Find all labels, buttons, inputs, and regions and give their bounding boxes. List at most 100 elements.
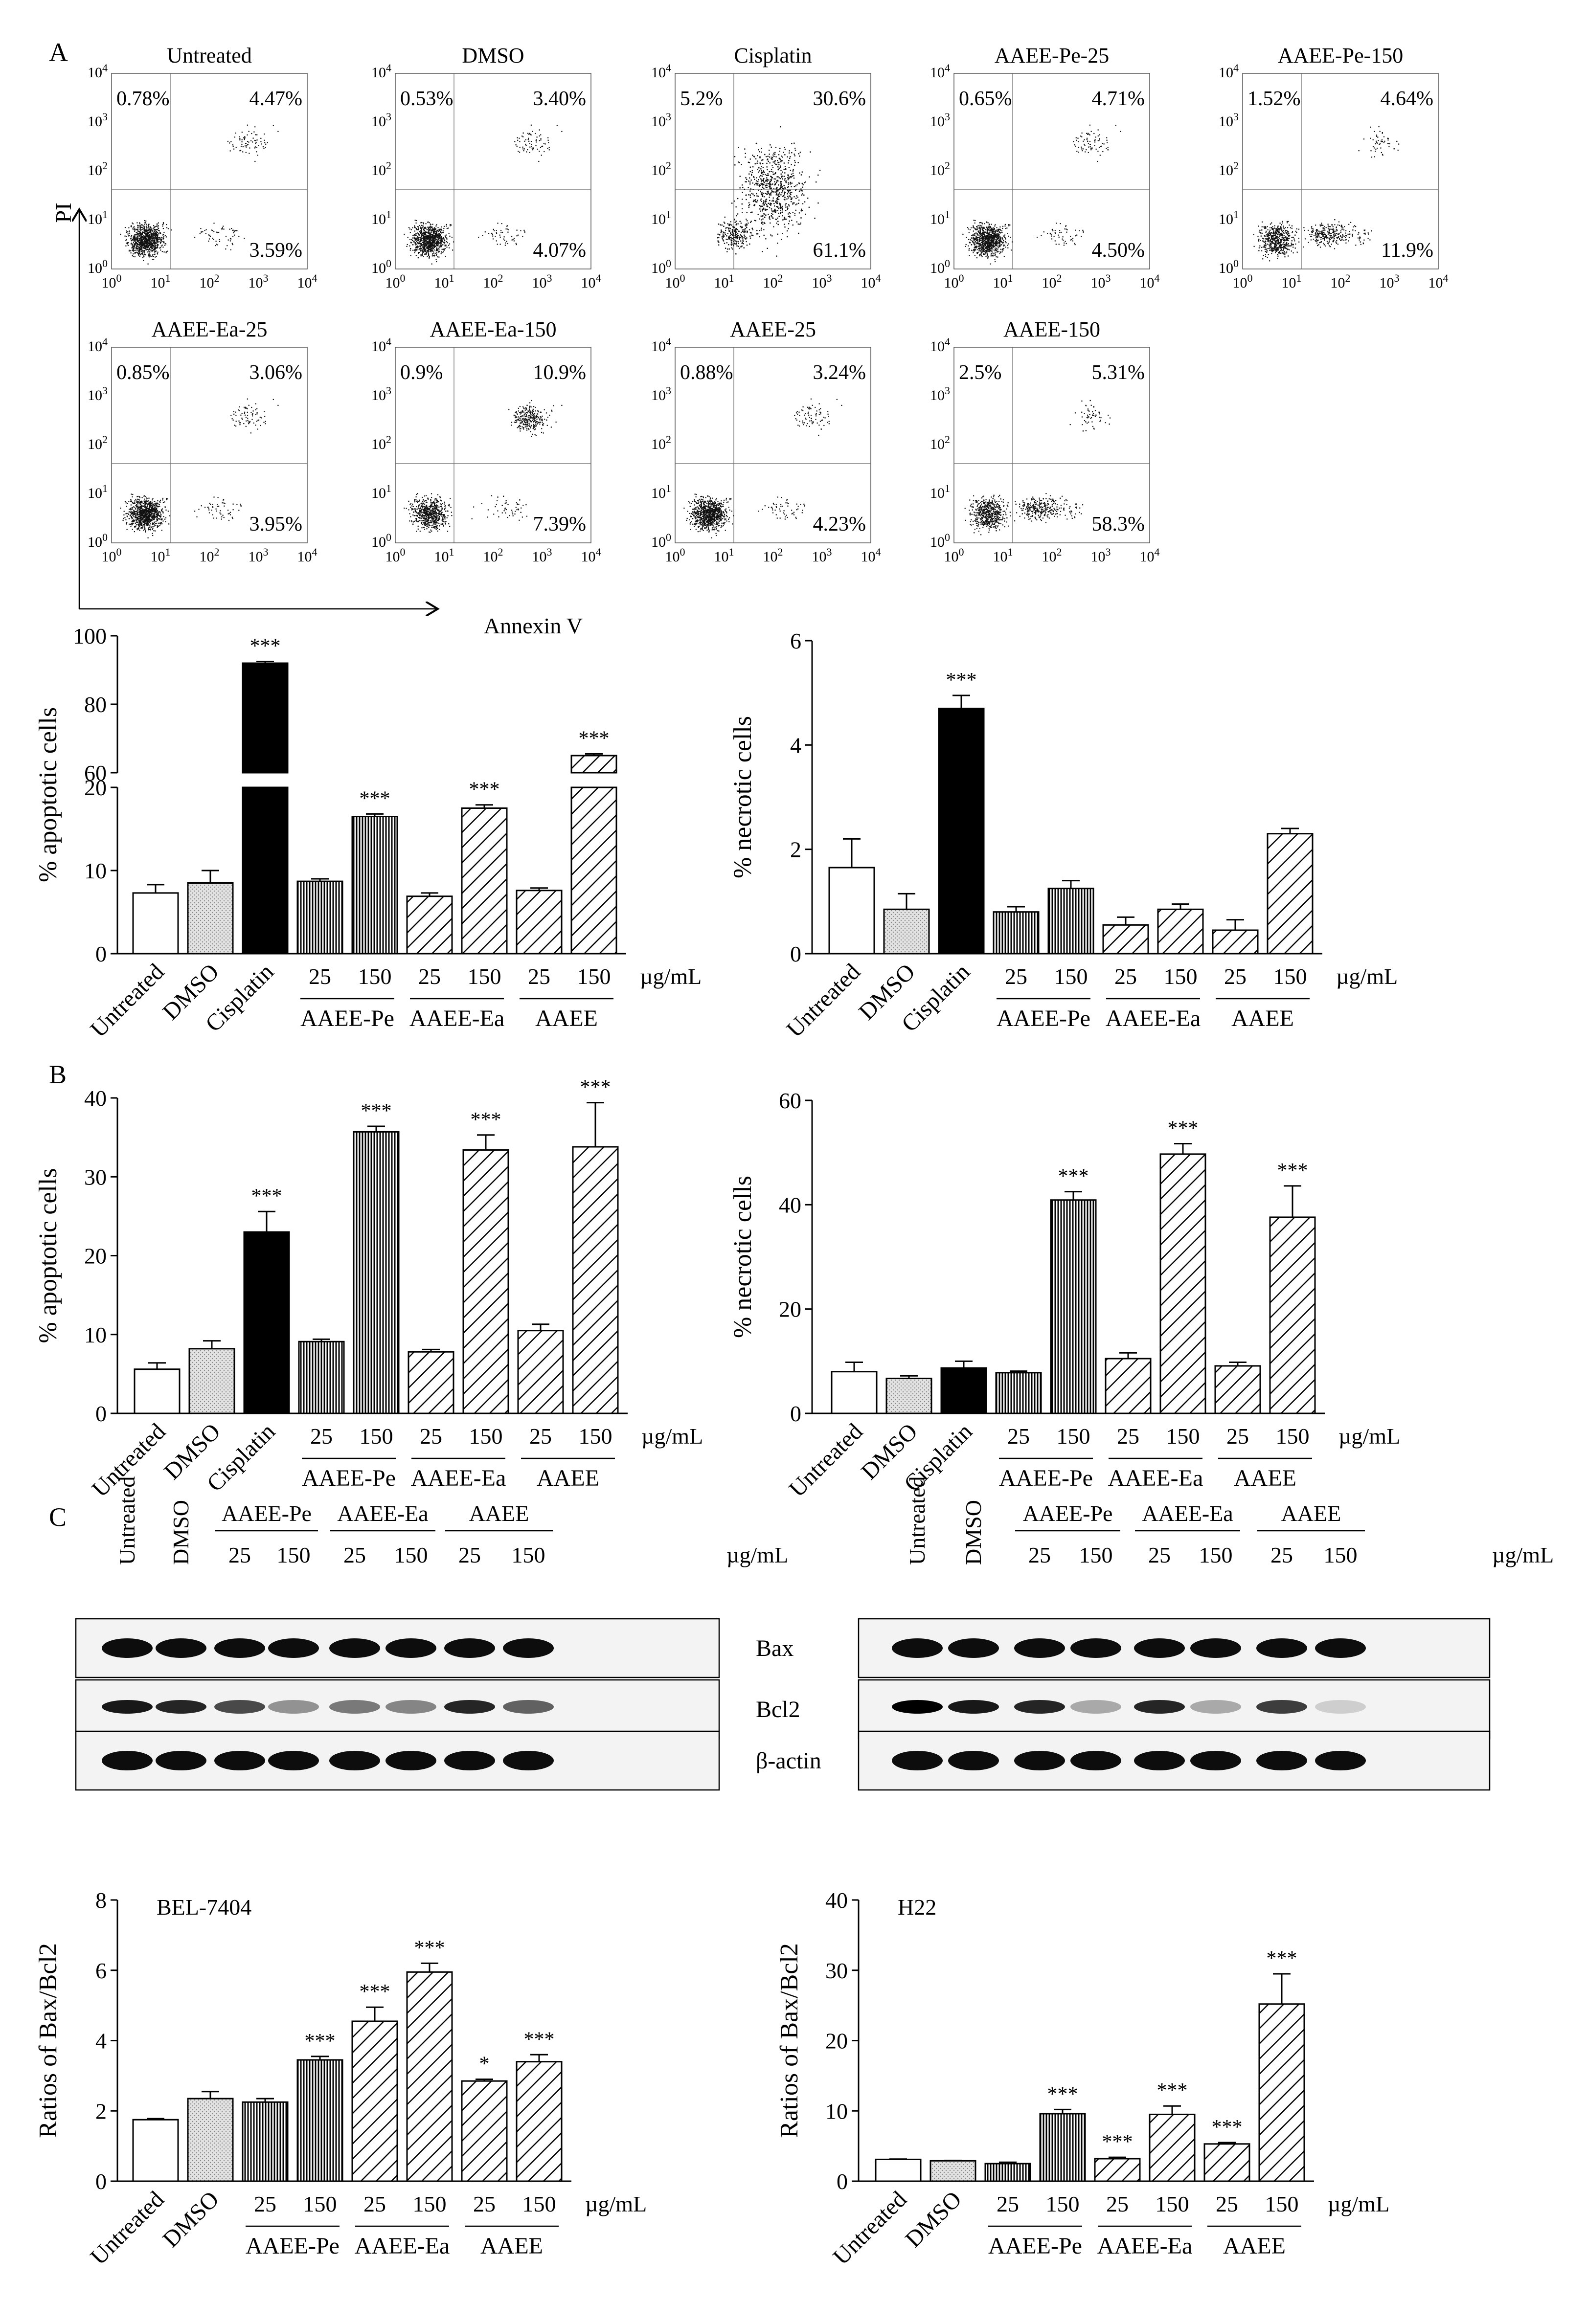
bar (1039, 2113, 1086, 2182)
quadrant-lower-right-value: 3.95% (249, 513, 303, 536)
protein-label: Bcl2 (756, 1697, 800, 1722)
flow-x-tick-label: 104 (1428, 272, 1449, 291)
flow-plot-title: AAEE-Pe-25 (995, 44, 1110, 67)
protein-band (1190, 1751, 1241, 1770)
x-conc-label: 150 (469, 1424, 503, 1449)
flow-x-tick-label: 102 (1331, 272, 1351, 291)
y-axis-label: % necrotic cells (729, 1176, 757, 1338)
y-tick-label: 40 (84, 1086, 107, 1111)
flow-y-tick-label: 103 (651, 384, 671, 403)
y-tick-label: 10 (84, 858, 107, 883)
x-conc-label: 25 (1007, 1424, 1030, 1449)
bar (296, 2059, 343, 2182)
flow-x-tick-label: 100 (102, 546, 122, 565)
blot-conc-label: 150 (277, 1542, 311, 1567)
quadrant-lower-right-value: 3.59% (249, 239, 303, 262)
bar (1050, 1199, 1097, 1414)
flow-y-tick-label: 101 (371, 208, 391, 227)
protein-band (1190, 1700, 1241, 1714)
y-tick-label: 40 (779, 1192, 801, 1217)
flow-x-tick-label: 101 (993, 546, 1013, 565)
blot-conc-label: 150 (1199, 1542, 1233, 1567)
y-tick-label: 60 (84, 760, 107, 785)
x-conc-label: 150 (1156, 2191, 1189, 2216)
blot-conc-label: 150 (1079, 1542, 1113, 1567)
bar (517, 1330, 564, 1414)
protein-band (892, 1638, 943, 1658)
x-conc-label: 150 (1057, 1424, 1090, 1449)
group-label: AAEE-Ea (355, 2233, 450, 2259)
group-label: AAEE-Pe (246, 2233, 340, 2259)
flow-plot-frame (675, 347, 871, 543)
flow-plot-title: AAEE-Pe-150 (1278, 44, 1404, 67)
x-category-label: DMSO (158, 2186, 224, 2253)
flow-y-tick-label: 101 (651, 482, 671, 501)
protein-band (1315, 1751, 1366, 1770)
significance-marker: *** (305, 2030, 336, 2053)
group-label: AAEE (537, 1465, 599, 1491)
y-tick-label: 10 (84, 1322, 107, 1347)
x-unit-label: µg/mL (1328, 2191, 1389, 2216)
y-tick-label: 0 (790, 1401, 801, 1426)
flow-x-tick-label: 101 (714, 272, 734, 291)
flow-y-tick-label: 104 (88, 335, 108, 355)
flow-x-tick-label: 100 (1233, 272, 1253, 291)
flow-x-tick-label: 103 (249, 272, 269, 291)
group-label: AAEE (1234, 1465, 1296, 1491)
flow-plot-frame (111, 73, 308, 269)
flow-y-tick-label: 103 (371, 384, 391, 403)
blot-conc-label: 25 (458, 1542, 481, 1567)
flow-y-tick-label: 104 (1219, 62, 1239, 81)
x-conc-label: 25 (1216, 2191, 1238, 2216)
quadrant-upper-right-value: 30.6% (813, 88, 866, 110)
flow-x-tick-label: 104 (1140, 546, 1160, 565)
x-conc-label: 25 (528, 964, 550, 989)
quadrant-lower-right-value: 7.39% (533, 513, 587, 536)
group-label: AAEE-Ea (409, 1006, 505, 1031)
protein-band (1256, 1751, 1307, 1770)
bar (242, 662, 289, 774)
flow-y-tick-label: 101 (1219, 208, 1239, 227)
protein-band (329, 1700, 380, 1714)
bar (516, 890, 563, 955)
bar (461, 2080, 508, 2182)
flow-x-tick-label: 100 (385, 546, 406, 565)
flow-scatter (404, 124, 563, 265)
quadrant-upper-left-value: 0.53% (400, 88, 453, 110)
y-tick-label: 0 (95, 2169, 107, 2194)
protein-band (1190, 1638, 1241, 1658)
bar (938, 708, 985, 955)
y-tick-label: 0 (95, 941, 107, 966)
protein-band (1014, 1751, 1065, 1770)
bar (570, 786, 617, 955)
flow-y-tick-label: 102 (651, 159, 671, 179)
bar (1159, 1153, 1206, 1414)
bar (1047, 888, 1094, 955)
protein-band (156, 1638, 206, 1658)
blot-group-label: AAEE-Pe (222, 1501, 312, 1526)
bar (993, 911, 1040, 955)
protein-band (214, 1700, 265, 1714)
flow-plot-frame (1242, 73, 1439, 269)
significance-marker: *** (1047, 2083, 1078, 2105)
blot-unit-label: µg/mL (726, 1542, 788, 1567)
lane-label: DMSO (961, 1500, 986, 1565)
quadrant-lower-right-value: 4.50% (1092, 239, 1145, 262)
bar (984, 2163, 1031, 2182)
group-label: AAEE (1231, 1006, 1294, 1031)
x-conc-label: 25 (1114, 964, 1137, 989)
quadrant-upper-right-value: 3.40% (533, 88, 587, 110)
bar (1267, 833, 1314, 955)
significance-marker: *** (414, 1937, 445, 1959)
protein-band (329, 1751, 380, 1770)
flow-y-tick-label: 104 (371, 62, 391, 81)
bar (132, 892, 179, 955)
x-conc-label: 150 (360, 1424, 393, 1449)
panel-label-a: A (49, 38, 68, 67)
